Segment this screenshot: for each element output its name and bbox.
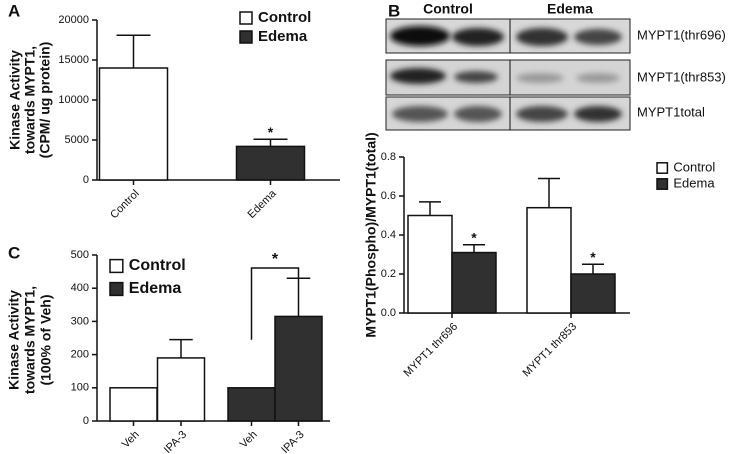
y-tick-label: 0.6 — [381, 190, 396, 202]
x-tick-label: MYPT1 thr853 — [521, 321, 580, 380]
legend-label: Edema — [673, 175, 715, 190]
y-tick-label: 100 — [71, 382, 89, 394]
significance-marker: * — [471, 229, 477, 245]
significance-marker: * — [272, 251, 279, 268]
y-tick-label: 400 — [71, 282, 89, 294]
legend-swatch — [109, 281, 124, 297]
y-tick-label: 0.4 — [381, 229, 396, 241]
x-tick-label: Edema — [246, 187, 280, 221]
blot-row-label: MYPT1(thr696) — [637, 27, 726, 42]
bar — [227, 387, 276, 422]
blot-band — [454, 71, 498, 83]
blot-group-label: Control — [423, 1, 473, 17]
y-tick-label: 5000 — [65, 134, 89, 146]
bar — [109, 387, 158, 422]
y-tick-label: 0 — [83, 174, 89, 186]
western-blot: Control Edema MYPT1(thr696) MYPT1(thr853… — [385, 1, 726, 131]
legend-swatch — [239, 30, 253, 44]
legend-label: Control — [258, 9, 311, 26]
legend-label: Edema — [258, 28, 308, 45]
y-axis-label: towards MYPT1, — [22, 286, 38, 394]
blot-row-label: MYPT1(thr853) — [637, 69, 726, 84]
y-tick-label: 20000 — [58, 14, 89, 26]
blot-band — [454, 106, 502, 122]
y-tick-label: 200 — [71, 349, 89, 361]
y-tick-label: 15000 — [58, 54, 89, 66]
significance-bracket — [250, 267, 300, 340]
y-tick-label: 0.2 — [381, 268, 396, 280]
y-tick-label: 0.0 — [381, 307, 396, 319]
bar — [98, 67, 169, 181]
blot-band — [452, 28, 504, 46]
bar — [570, 273, 616, 314]
legend-swatch — [109, 258, 124, 274]
bar — [407, 214, 453, 314]
blot-band — [392, 106, 448, 122]
y-tick-label: 0.8 — [381, 151, 396, 163]
y-tick-label: 300 — [71, 315, 89, 327]
panel-letter: B — [388, 1, 400, 20]
y-axis-label: (CPM/ ug protein) — [37, 42, 53, 159]
legend-label: Edema — [129, 280, 182, 297]
significance-marker: * — [268, 124, 274, 140]
bar — [274, 315, 323, 422]
x-tick-label: IPA-3 — [279, 429, 306, 454]
legend-label: Control — [673, 159, 715, 174]
blot-band — [576, 73, 620, 83]
blot-band — [390, 68, 446, 84]
y-axis-label: Kinase Activity — [6, 290, 22, 390]
y-axis-label: (100% of Veh) — [38, 294, 54, 385]
error-bar — [582, 263, 604, 274]
blot-group-label: Edema — [547, 1, 593, 17]
x-tick-label: MYPT1 thr696 — [402, 321, 461, 380]
blot-row-label: MYPT1total — [637, 104, 705, 119]
x-tick-label: Veh — [120, 429, 142, 451]
blot-band — [390, 26, 450, 46]
legend-swatch — [656, 162, 669, 174]
significance-marker: * — [590, 249, 596, 265]
bar — [451, 251, 497, 314]
y-tick-label: 10000 — [58, 94, 89, 106]
error-bar — [419, 201, 441, 216]
legend-swatch — [239, 11, 253, 25]
y-axis-label: towards MYPT1, — [22, 46, 38, 154]
error-bar — [116, 34, 151, 68]
legend-label: Control — [129, 257, 186, 274]
legend-swatch — [656, 178, 669, 190]
error-bar — [286, 277, 311, 317]
y-tick-label: 500 — [71, 249, 89, 261]
y-axis-label: Kinase Activity — [7, 50, 23, 150]
y-tick-label: 0 — [83, 415, 89, 427]
y-axis-label: MYPT1(Phospho)/MYPT1(total) — [363, 132, 379, 337]
error-bar — [463, 244, 485, 253]
x-tick-label: IPA-3 — [162, 429, 189, 454]
x-tick-label: Veh — [238, 429, 260, 451]
panel-letter: C — [8, 243, 20, 262]
x-tick-label: Control — [108, 188, 142, 222]
bar — [235, 145, 306, 181]
blot-band — [516, 106, 568, 122]
bar — [526, 206, 572, 314]
error-bar — [253, 138, 288, 147]
blot-band — [574, 106, 622, 122]
panel-letter: A — [8, 1, 20, 20]
error-bar — [538, 177, 560, 208]
blot-band — [574, 29, 622, 45]
bar — [156, 357, 206, 422]
error-bar — [169, 338, 193, 358]
blot-band — [516, 28, 568, 46]
blot-band — [516, 73, 564, 83]
